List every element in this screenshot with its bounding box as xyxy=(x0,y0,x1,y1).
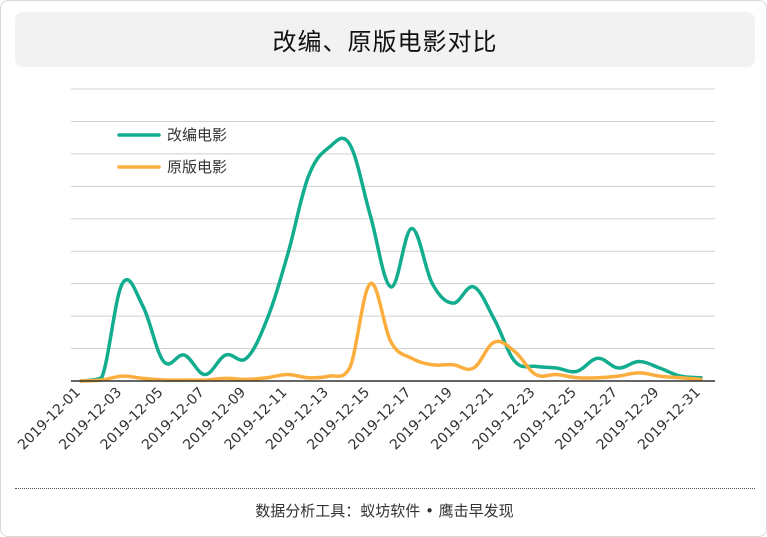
line-chart: 2019-12-012019-12-032019-12-052019-12-07… xyxy=(15,88,715,454)
legend-label: 改编电影 xyxy=(167,126,227,144)
title-bar: 改编、原版电影对比 xyxy=(15,12,755,67)
legend-label: 原版电影 xyxy=(167,158,227,176)
x-tick-labels: 2019-12-012019-12-032019-12-052019-12-07… xyxy=(15,385,704,454)
series-line-original xyxy=(79,281,703,383)
footer-credit: 数据分析工具：蚁坊软件 • 鹰击早发现 xyxy=(255,502,514,520)
series-line-adapted xyxy=(79,136,703,383)
chart-title: 改编、原版电影对比 xyxy=(272,28,498,56)
series-lines xyxy=(79,136,703,383)
footer-divider xyxy=(15,488,755,489)
